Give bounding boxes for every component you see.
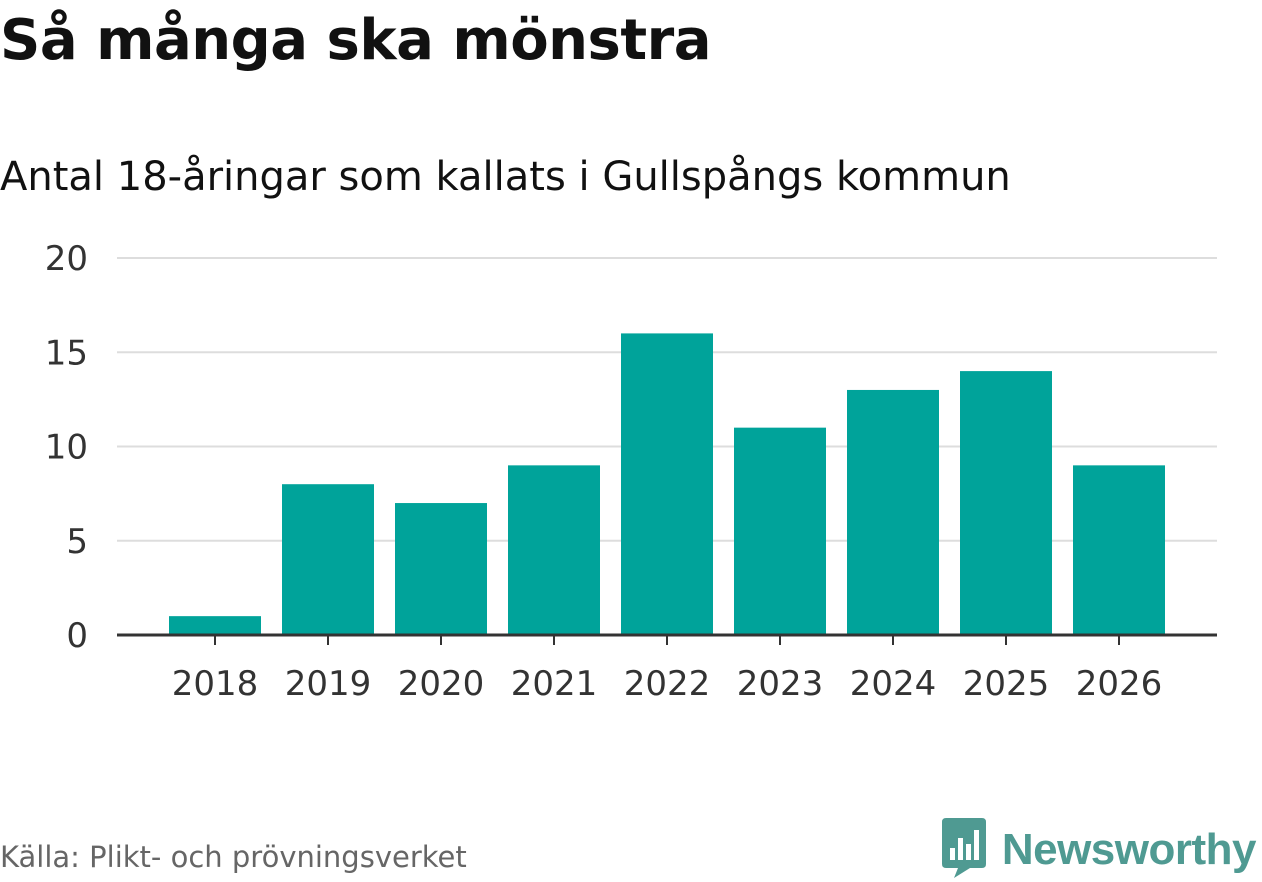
x-tick-label: 2022: [624, 664, 711, 704]
bar-2025: [960, 371, 1052, 635]
y-tick-label: 5: [66, 522, 88, 562]
chart-subtitle: Antal 18-åringar som kallats i Gullspång…: [0, 154, 1011, 200]
x-tick-label: 2025: [963, 664, 1050, 704]
y-tick-label: 0: [66, 616, 88, 656]
bar-2019: [282, 484, 374, 635]
bar-2020: [395, 503, 487, 635]
x-tick-label: 2018: [172, 664, 259, 704]
x-tick-label: 2024: [850, 664, 937, 704]
x-tick-label: 2026: [1076, 664, 1163, 704]
y-tick-label: 10: [45, 428, 88, 468]
x-tick-label: 2019: [285, 664, 372, 704]
x-tick-label: 2020: [398, 664, 485, 704]
y-axis-ticks: 0 5 10 15 20: [45, 239, 88, 656]
x-tick-label: 2021: [511, 664, 598, 704]
bar-2024: [847, 389, 939, 635]
chart-title: Så många ska mönstra: [0, 8, 712, 73]
bars: [169, 333, 1165, 635]
brand-logo: Newsworthy: [940, 818, 1257, 882]
newsworthy-logo-icon: [940, 818, 988, 882]
x-tick-label: 2023: [737, 664, 824, 704]
y-tick-label: 20: [45, 239, 88, 279]
bar-2018: [169, 616, 261, 635]
x-axis-ticks: 2018 2019 2020 2021 2022 2023 2024 2025 2026: [172, 635, 1163, 704]
brand-name: Newsworthy: [1001, 825, 1257, 874]
bar-2021: [508, 465, 600, 635]
bar-2022: [621, 333, 713, 635]
bar-2023: [734, 427, 826, 635]
y-tick-label: 15: [45, 333, 88, 373]
bar-2026: [1073, 465, 1165, 635]
source-note: Källa: Plikt- och prövningsverket: [0, 840, 467, 874]
